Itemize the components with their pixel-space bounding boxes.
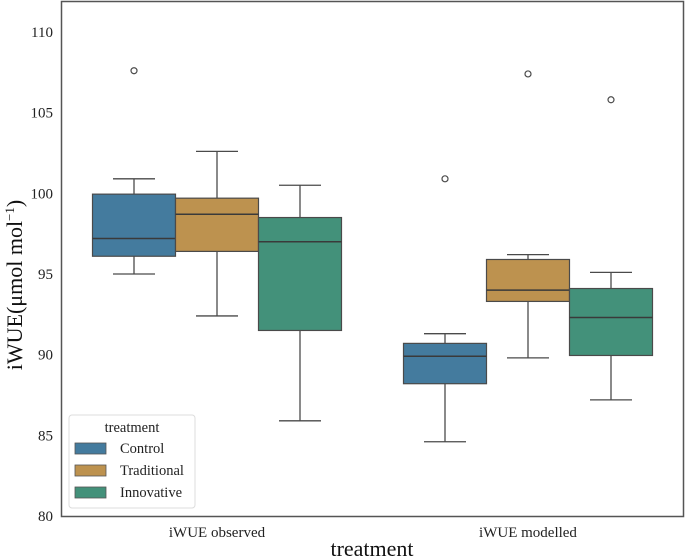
y-axis: 80 85 90 95 100 105 110 [31,25,54,525]
x-axis: iWUE observed iWUE modelled [169,525,578,541]
y-axis-title-close: ) [2,200,27,207]
box-innovative [568,96,654,401]
y-tick-label: 95 [38,267,53,283]
x-axis-title: treatment [330,536,413,560]
legend-swatch-innovative [74,486,107,499]
x-tick-label: iWUE modelled [479,525,577,541]
outlier-point [524,70,532,78]
legend-label-control: Control [120,441,164,457]
box-iqr [257,216,343,332]
box-iqr [485,258,571,303]
y-tick-label: 90 [38,348,53,364]
box-iqr [174,197,260,253]
outlier-point [130,67,138,75]
legend-frame [68,414,196,509]
legend-swatch-traditional [74,464,107,477]
y-tick-label: 85 [38,428,53,444]
y-axis-title-sup: −1 [2,207,17,221]
legend-swatch-control [74,442,107,455]
box-control [402,175,488,443]
box-innovative [257,184,343,422]
y-tick-label: 110 [31,25,53,41]
y-tick-label: 100 [31,186,54,202]
legend-title: treatment [105,420,160,436]
box-traditional [174,150,260,317]
box-iqr [91,193,177,257]
box-traditional [485,70,571,359]
box-iqr [568,287,654,357]
outlier-point [441,175,449,183]
box-control [91,67,177,275]
y-axis-title-main: iWUE(μmol mol [2,221,27,370]
y-axis-title: iWUE(μmol mol−1) [2,200,27,370]
y-tick-label: 105 [31,106,54,122]
legend-label-innovative: Innovative [120,485,182,501]
legend: treatment Control Traditional Innovative [68,414,196,509]
boxes-layer [91,67,654,443]
legend-label-traditional: Traditional [120,463,184,479]
y-tick-label: 80 [38,509,53,525]
box-iqr [402,342,488,385]
x-tick-label: iWUE observed [169,525,266,541]
outlier-point [607,96,615,104]
